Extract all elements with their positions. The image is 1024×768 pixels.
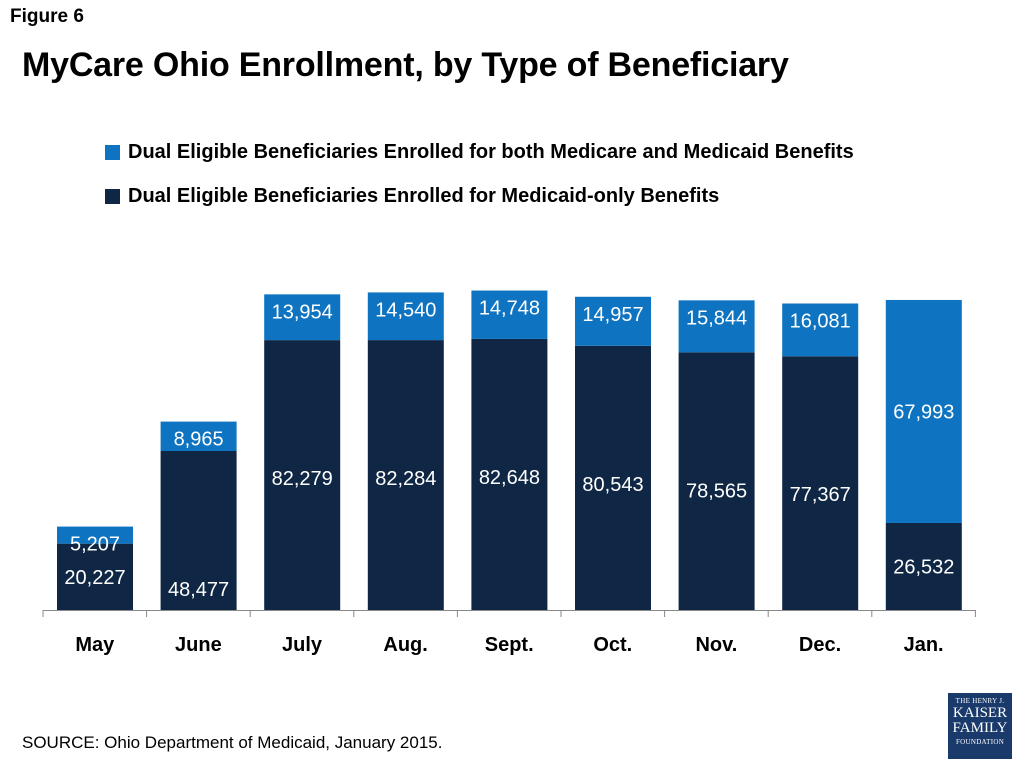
- x-tick-label-6: Nov.: [695, 634, 737, 656]
- legend: Dual Eligible Beneficiaries Enrolled for…: [105, 140, 854, 228]
- data-label-both-5: 14,957: [582, 304, 643, 326]
- logo-line-1: THE HENRY J.: [955, 697, 1005, 705]
- data-label-both-3: 14,540: [375, 299, 436, 321]
- stacked-bar-chart: 20,227 5,207 May 48,477 8,965 June 82,279 13,95…: [42, 290, 976, 656]
- data-label-medicaid-only-4: 82,648: [479, 467, 540, 489]
- bar-both-8: [885, 299, 962, 523]
- kff-logo: THE HENRY J. KAISER FAMILY FOUNDATION: [948, 693, 1012, 759]
- x-tick-label-7: Dec.: [799, 634, 841, 656]
- legend-swatch-medicaid-only: [105, 188, 120, 204]
- x-tick-label-4: Sept.: [485, 634, 534, 656]
- bar-both-3: [367, 292, 444, 341]
- bar-medicaid-only-6: [678, 352, 755, 610]
- chart-title: MyCare Ohio Enrollment, by Type of Benef…: [22, 46, 789, 84]
- bar-medicaid-only-5: [575, 345, 651, 610]
- data-label-medicaid-only-5: 80,543: [582, 474, 643, 496]
- data-label-both-6: 15,844: [686, 307, 747, 329]
- x-tick-label-2: July: [282, 634, 323, 656]
- legend-item-both: Dual Eligible Beneficiaries Enrolled for…: [105, 140, 854, 164]
- data-label-medicaid-only-1: 48,477: [168, 579, 229, 601]
- data-label-both-2: 13,954: [272, 301, 333, 323]
- bar-medicaid-only-3: [367, 340, 444, 610]
- x-tick-label-5: Oct.: [593, 634, 632, 656]
- bar-both-7: [782, 303, 859, 357]
- x-tick-label-1: June: [175, 634, 222, 656]
- figure-label: Figure 6: [10, 6, 84, 27]
- bar-both-2: [264, 294, 341, 341]
- logo-line-4: FOUNDATION: [955, 738, 1005, 746]
- data-label-medicaid-only-6: 78,565: [686, 480, 747, 502]
- data-label-medicaid-only-3: 82,284: [375, 468, 436, 490]
- bar-medicaid-only-4: [471, 338, 548, 610]
- bar-medicaid-only-2: [264, 340, 341, 610]
- source-note: SOURCE: Ohio Department of Medicaid, Jan…: [22, 733, 443, 752]
- bar-medicaid-only-8: [885, 522, 962, 610]
- data-label-both-7: 16,081: [790, 310, 851, 332]
- legend-label-both: Dual Eligible Beneficiaries Enrolled for…: [128, 140, 854, 163]
- bar-both-0: [57, 526, 133, 544]
- bar-medicaid-only-1: [160, 450, 237, 610]
- bar-both-6: [678, 300, 755, 353]
- bar-medicaid-only-7: [782, 356, 859, 610]
- logo-line-3: FAMILY: [952, 720, 1008, 736]
- logo-line-2: KAISER: [952, 705, 1008, 721]
- data-label-both-1: 8,965: [174, 429, 224, 451]
- bar-both-5: [575, 296, 651, 346]
- x-tick-label-3: Aug.: [383, 634, 427, 656]
- data-label-medicaid-only-8: 26,532: [893, 556, 954, 578]
- legend-swatch-both: [105, 144, 120, 160]
- bar-medicaid-only-0: [57, 543, 133, 610]
- data-label-medicaid-only-0: 20,227: [64, 567, 125, 589]
- x-tick-label-8: Jan.: [904, 634, 944, 656]
- bar-both-4: [471, 290, 548, 339]
- data-label-medicaid-only-7: 77,367: [790, 484, 851, 506]
- legend-item-medicaid-only: Dual Eligible Beneficiaries Enrolled for…: [105, 184, 854, 208]
- data-label-both-8: 67,993: [893, 401, 954, 423]
- legend-label-medicaid-only: Dual Eligible Beneficiaries Enrolled for…: [128, 184, 720, 207]
- x-tick-label-0: May: [75, 634, 115, 656]
- data-label-both-0: 5,207: [70, 534, 120, 556]
- data-label-both-4: 14,748: [479, 298, 540, 320]
- data-label-medicaid-only-2: 82,279: [272, 468, 333, 490]
- bar-both-1: [160, 421, 237, 451]
